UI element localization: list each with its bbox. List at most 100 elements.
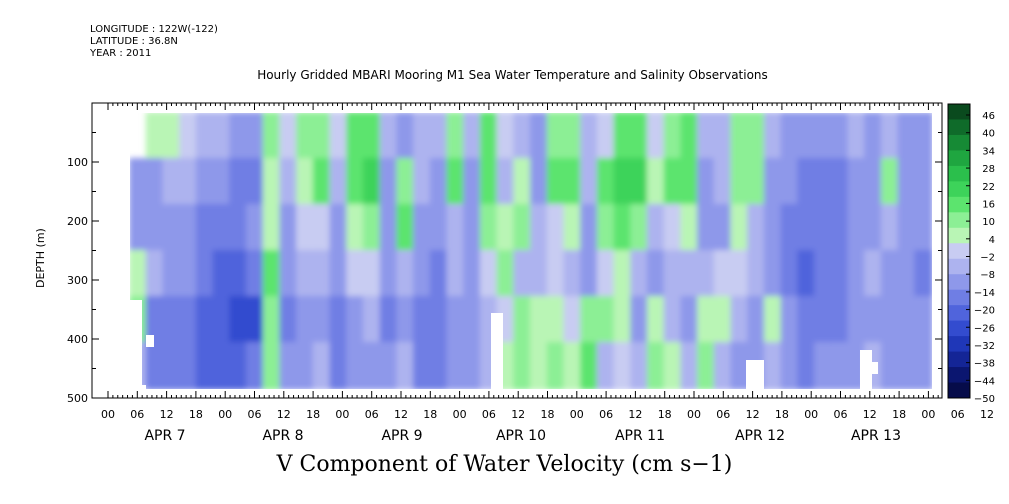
- heatmap-cell: [346, 250, 365, 298]
- heatmap-cell: [262, 296, 282, 344]
- heatmap-cell: [279, 204, 299, 252]
- colorbar-swatch: [948, 196, 970, 213]
- x-hour-label: 12: [628, 408, 642, 421]
- heatmap-cell: [362, 342, 382, 389]
- heatmap-cell: [212, 296, 232, 344]
- x-hour-label: 18: [892, 408, 906, 421]
- colorbar-swatch: [948, 258, 970, 275]
- x-hour-label: 12: [511, 408, 525, 421]
- heatmap-cell: [596, 158, 616, 206]
- heatmap-cell: [379, 113, 399, 160]
- heatmap-cell: [463, 158, 482, 206]
- heatmap-cell: [162, 342, 182, 389]
- heatmap-cell: [763, 158, 783, 206]
- colorbar-swatch: [948, 274, 970, 291]
- heatmap-cell: [346, 113, 365, 160]
- missing-data-mask: [746, 360, 764, 389]
- heatmap-cell: [195, 250, 215, 298]
- colorbar-label: −50: [974, 394, 995, 405]
- heatmap-cell: [563, 342, 583, 389]
- colorbar-frame: [947, 103, 971, 399]
- heatmap-cell: [179, 296, 198, 344]
- heatmap-cell: [897, 204, 917, 252]
- heatmap-cell: [897, 113, 917, 160]
- x-hour-label: 12: [394, 408, 408, 421]
- x-hour-label: 00: [804, 408, 818, 421]
- heatmap-cell: [229, 250, 248, 298]
- heatmap-cell: [630, 204, 649, 252]
- heatmap-cell: [546, 204, 566, 252]
- heatmap-cell: [296, 296, 315, 344]
- heatmap-cell: [379, 158, 399, 206]
- heatmap-cell: [312, 342, 332, 389]
- heatmap-cell: [780, 204, 800, 252]
- heatmap-cell: [780, 342, 800, 389]
- colorbar-swatch: [948, 212, 970, 229]
- colorbar-swatch: [948, 289, 970, 306]
- heatmap-cell: [697, 158, 716, 206]
- heatmap-cell: [563, 204, 583, 252]
- heatmap-cell: [914, 158, 932, 206]
- heatmap-cell: [229, 113, 248, 160]
- heatmap-cell: [646, 342, 666, 389]
- heatmap-cell: [179, 250, 198, 298]
- colorbar-swatch: [948, 181, 970, 198]
- heatmap-cell: [663, 296, 683, 344]
- heatmap-cell: [446, 204, 466, 252]
- heatmap-cell: [446, 296, 466, 344]
- heatmap-cell: [780, 113, 800, 160]
- x-hour-label: 18: [775, 408, 789, 421]
- heatmap-cell: [262, 113, 282, 160]
- heatmap-cell: [212, 204, 232, 252]
- heatmap-cell: [697, 204, 716, 252]
- heatmap-cell: [262, 342, 282, 389]
- heatmap-cell: [229, 204, 248, 252]
- heatmap-cell: [847, 204, 867, 252]
- heatmap-cell: [814, 296, 833, 344]
- x-hour-label: 06: [716, 408, 730, 421]
- heatmap-cell: [596, 204, 616, 252]
- heatmap-cell: [429, 250, 449, 298]
- heatmap-cell: [362, 250, 382, 298]
- heatmap-cell: [780, 250, 800, 298]
- heatmap-cell: [713, 158, 733, 206]
- heatmap-cell: [496, 158, 516, 206]
- heatmap-cell: [245, 296, 265, 344]
- variable-title: V Component of Water Velocity (cm s−1): [276, 452, 733, 477]
- heatmap-cell: [496, 113, 516, 160]
- heatmap-cell: [697, 342, 716, 389]
- heatmap-cell: [413, 296, 432, 344]
- heatmap-cell: [797, 250, 817, 298]
- heatmap-cell: [680, 342, 700, 389]
- heatmap-cell: [613, 250, 633, 298]
- heatmap-cell: [847, 296, 867, 344]
- heatmap-cell: [680, 113, 700, 160]
- heatmap-cell: [329, 204, 349, 252]
- heatmap-cell: [830, 250, 850, 298]
- heatmap-cell: [396, 204, 416, 252]
- heatmap-cell: [195, 342, 215, 389]
- colorbar-swatch: [948, 305, 970, 322]
- x-hour-label: 06: [130, 408, 144, 421]
- heatmap-cell: [663, 204, 683, 252]
- heatmap-cell: [546, 296, 566, 344]
- heatmap-cells: [130, 113, 932, 389]
- heatmap-cell: [580, 204, 599, 252]
- heatmap-cell: [797, 296, 817, 344]
- y-axis: 100 200 300 400 500: [67, 102, 942, 405]
- heatmap-cell: [346, 296, 365, 344]
- heatmap-cell: [680, 204, 700, 252]
- heatmap-cell: [880, 342, 900, 389]
- heatmap-cell: [713, 113, 733, 160]
- colorbar-swatch: [948, 227, 970, 244]
- year-label: YEAR : 2011: [90, 48, 152, 59]
- heatmap-cell: [830, 113, 850, 160]
- heatmap-cell: [864, 204, 883, 252]
- x-day-label: APR 11: [615, 428, 665, 444]
- heatmap-cell: [546, 113, 566, 160]
- heatmap-cell: [496, 204, 516, 252]
- heatmap-cell: [747, 250, 766, 298]
- colorbar-label: −38: [974, 359, 995, 370]
- heatmap-cell: [663, 113, 683, 160]
- x-hour-label: 00: [570, 408, 584, 421]
